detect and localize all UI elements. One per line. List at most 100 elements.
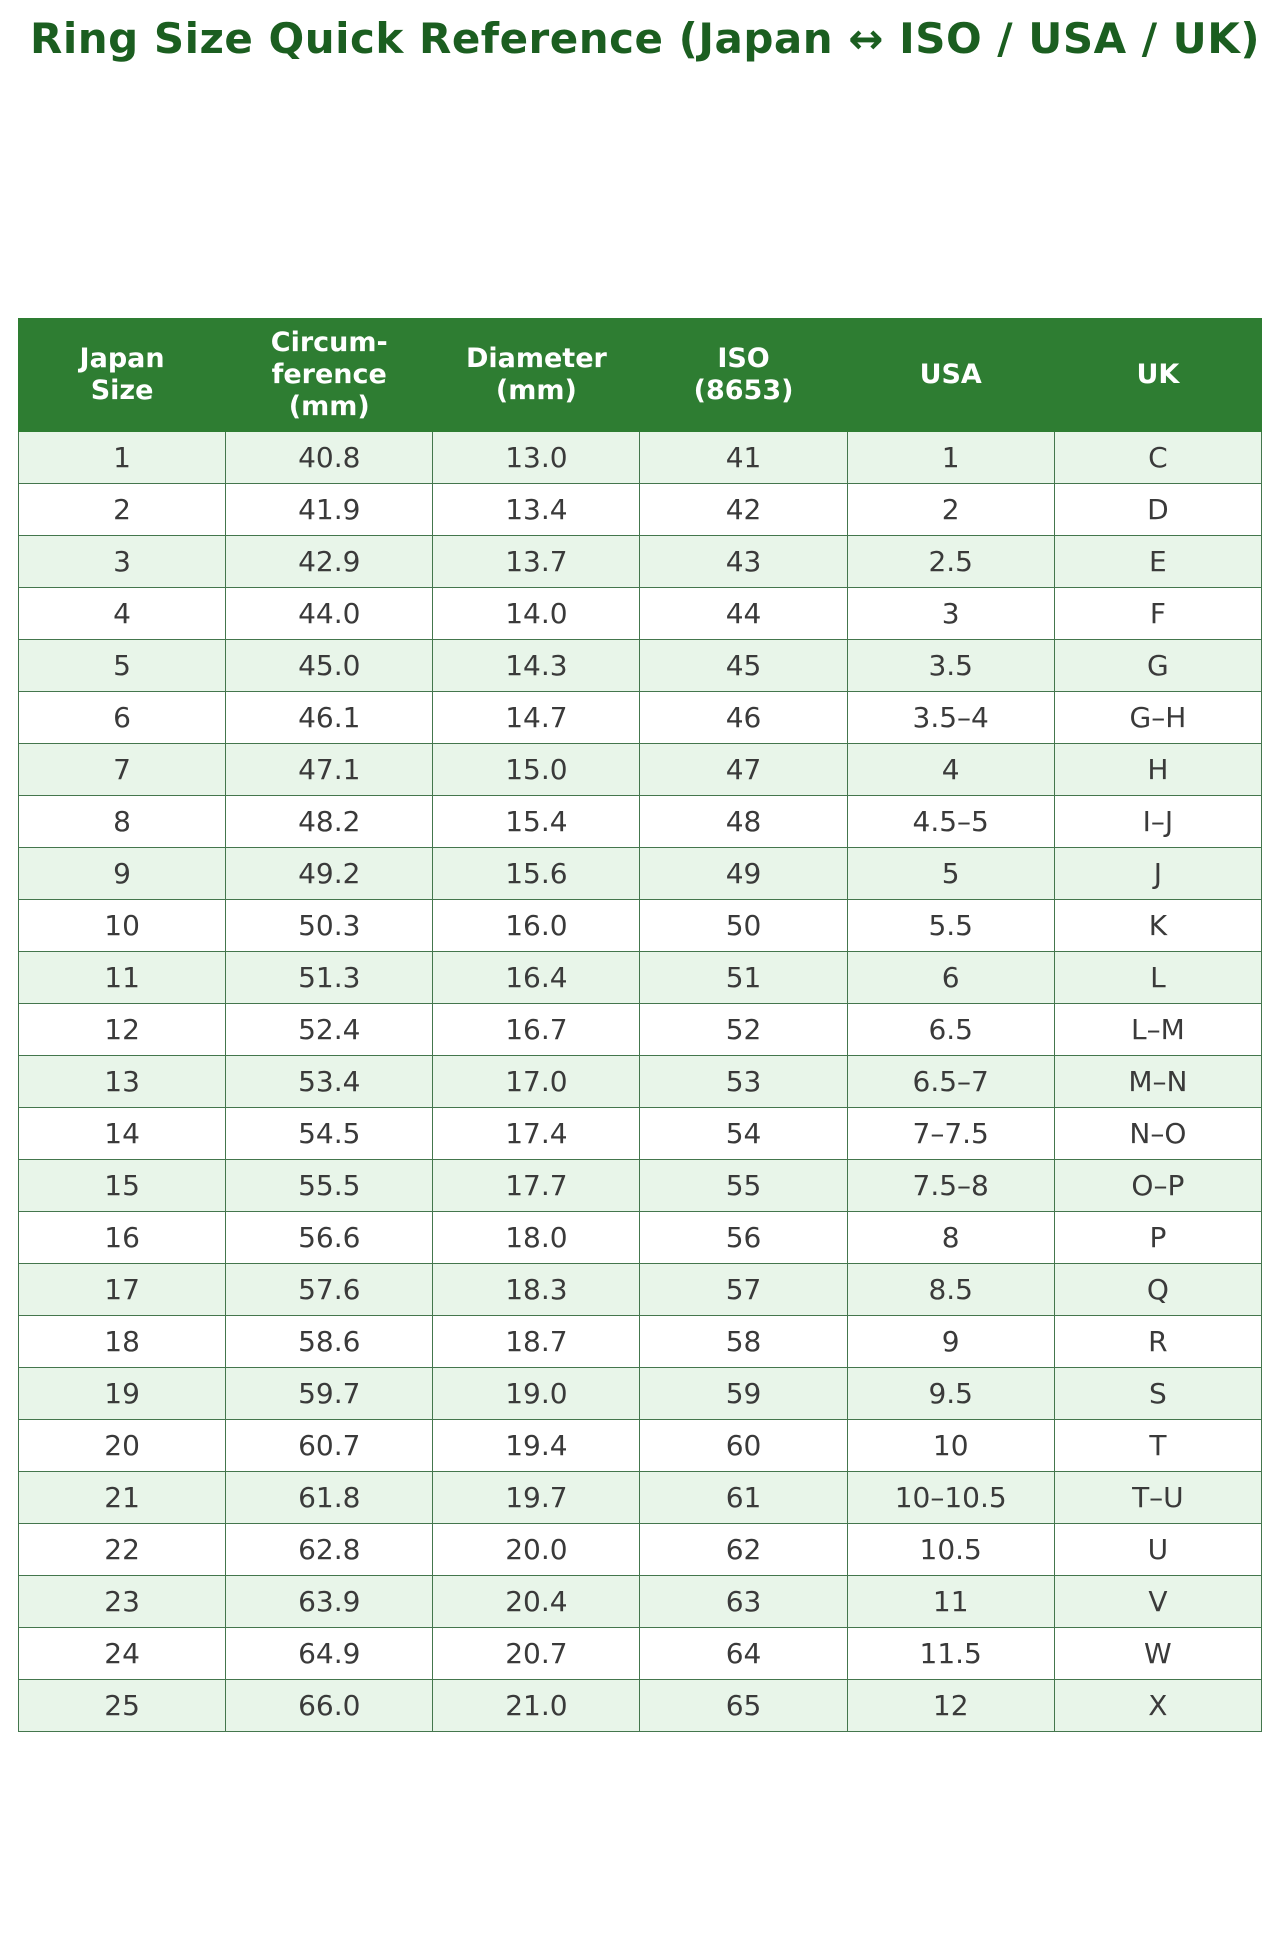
table-cell: 66.0 — [225, 1678, 434, 1732]
table-cell: R — [1053, 1314, 1263, 1368]
table-cell: 16.7 — [432, 1002, 641, 1056]
table-cell: C — [1053, 430, 1263, 484]
table-cell: 4.5–5 — [846, 794, 1055, 848]
table-cell: T–U — [1053, 1470, 1263, 1524]
table-cell: 20.4 — [432, 1574, 641, 1628]
table-cell: 19.0 — [432, 1366, 641, 1420]
table-row: 1 40.8 13.0 41 1 C — [17, 430, 1263, 484]
table-cell: 60 — [639, 1418, 848, 1472]
table-cell: 41.9 — [225, 482, 434, 536]
table-cell: 12 — [846, 1678, 1055, 1732]
table-cell: 20 — [17, 1418, 227, 1472]
table-cell: 8 — [17, 794, 227, 848]
table-cell: 19 — [17, 1366, 227, 1420]
table-cell: 23 — [17, 1574, 227, 1628]
table-cell: E — [1053, 534, 1263, 588]
table-cell: 58.6 — [225, 1314, 434, 1368]
table-cell: M–N — [1053, 1054, 1263, 1108]
table-cell: 17.0 — [432, 1054, 641, 1108]
table-cell: 16 — [17, 1210, 227, 1264]
table-cell: 20.7 — [432, 1626, 641, 1680]
table-cell: 16.0 — [432, 898, 641, 952]
table-cell: 58 — [639, 1314, 848, 1368]
ring-size-table: Japan Size Circum- ference (mm) Diameter (… — [17, 318, 1263, 1732]
table-cell: 53.4 — [225, 1054, 434, 1108]
table-cell: T — [1053, 1418, 1263, 1472]
table-cell: 7.5–8 — [846, 1158, 1055, 1212]
table-cell: 4 — [17, 586, 227, 640]
table-cell: 9.5 — [846, 1366, 1055, 1420]
table-cell: 53 — [639, 1054, 848, 1108]
table-cell: 19.7 — [432, 1470, 641, 1524]
table-cell: L–M — [1053, 1002, 1263, 1056]
table-cell: I–J — [1053, 794, 1263, 848]
table-cell: 13.4 — [432, 482, 641, 536]
column-header: Japan Size — [17, 318, 227, 432]
table-cell: 61 — [639, 1470, 848, 1524]
table-row: 13 53.4 17.0 53 6.5–7 M–N — [17, 1054, 1263, 1108]
table-cell: D — [1053, 482, 1263, 536]
table-cell: 8.5 — [846, 1262, 1055, 1316]
table-cell: 47.1 — [225, 742, 434, 796]
table-cell: 2 — [846, 482, 1055, 536]
table-cell: 5 — [846, 846, 1055, 900]
table-row: 22 62.8 20.0 62 10.5 U — [17, 1522, 1263, 1576]
table-cell: 17.4 — [432, 1106, 641, 1160]
table-cell: 21.0 — [432, 1678, 641, 1732]
table-cell: 43 — [639, 534, 848, 588]
table-row: 21 61.8 19.7 61 10–10.5 T–U — [17, 1470, 1263, 1524]
table-cell: 18.7 — [432, 1314, 641, 1368]
table-cell: 54.5 — [225, 1106, 434, 1160]
table-row: 18 58.6 18.7 58 9 R — [17, 1314, 1263, 1368]
table-cell: 64 — [639, 1626, 848, 1680]
table-cell: 65 — [639, 1678, 848, 1732]
table-cell: 45.0 — [225, 638, 434, 692]
table-cell: 55 — [639, 1158, 848, 1212]
table-cell: S — [1053, 1366, 1263, 1420]
table-row: 10 50.3 16.0 50 5.5 K — [17, 898, 1263, 952]
table-cell: 49 — [639, 846, 848, 900]
table-cell: 5.5 — [846, 898, 1055, 952]
table-cell: 14.7 — [432, 690, 641, 744]
table-row: 2 41.9 13.4 42 2 D — [17, 482, 1263, 536]
table-cell: G–H — [1053, 690, 1263, 744]
table-cell: 9 — [846, 1314, 1055, 1368]
table-cell: 42.9 — [225, 534, 434, 588]
table-cell: 47 — [639, 742, 848, 796]
table-cell: 10 — [846, 1418, 1055, 1472]
table-cell: 64.9 — [225, 1626, 434, 1680]
table-cell: 25 — [17, 1678, 227, 1732]
table-cell: W — [1053, 1626, 1263, 1680]
column-header: Diameter (mm) — [432, 318, 641, 432]
table-row: 23 63.9 20.4 63 11 V — [17, 1574, 1263, 1628]
table-cell: 63 — [639, 1574, 848, 1628]
table-cell: 57 — [639, 1262, 848, 1316]
table-cell: 24 — [17, 1626, 227, 1680]
table-cell: 48 — [639, 794, 848, 848]
table-head: Japan Size Circum- ference (mm) Diameter (… — [17, 318, 1263, 432]
table-cell: 59 — [639, 1366, 848, 1420]
table-cell: 5 — [17, 638, 227, 692]
table-cell: 11 — [846, 1574, 1055, 1628]
table-cell: 9 — [17, 846, 227, 900]
table-cell: 14.3 — [432, 638, 641, 692]
table-cell: 20.0 — [432, 1522, 641, 1576]
table-cell: 6.5–7 — [846, 1054, 1055, 1108]
table-row: 5 45.0 14.3 45 3.5 G — [17, 638, 1263, 692]
table-cell: 12 — [17, 1002, 227, 1056]
table-cell: 18.0 — [432, 1210, 641, 1264]
table-cell: 61.8 — [225, 1470, 434, 1524]
table-cell: 52 — [639, 1002, 848, 1056]
table-cell: 6 — [17, 690, 227, 744]
table-cell: 63.9 — [225, 1574, 434, 1628]
table-cell: 50 — [639, 898, 848, 952]
table-cell: 6 — [846, 950, 1055, 1004]
table-row: 7 47.1 15.0 47 4 H — [17, 742, 1263, 796]
table-cell: 14 — [17, 1106, 227, 1160]
table-cell: 55.5 — [225, 1158, 434, 1212]
table-cell: 60.7 — [225, 1418, 434, 1472]
table-row: 19 59.7 19.0 59 9.5 S — [17, 1366, 1263, 1420]
table-cell: 21 — [17, 1470, 227, 1524]
table-cell: 15 — [17, 1158, 227, 1212]
table-body: 1 40.8 13.0 41 1 C 2 41.9 13.4 42 2 D 3 42.9 13.7 43 2.5… — [17, 430, 1263, 1732]
